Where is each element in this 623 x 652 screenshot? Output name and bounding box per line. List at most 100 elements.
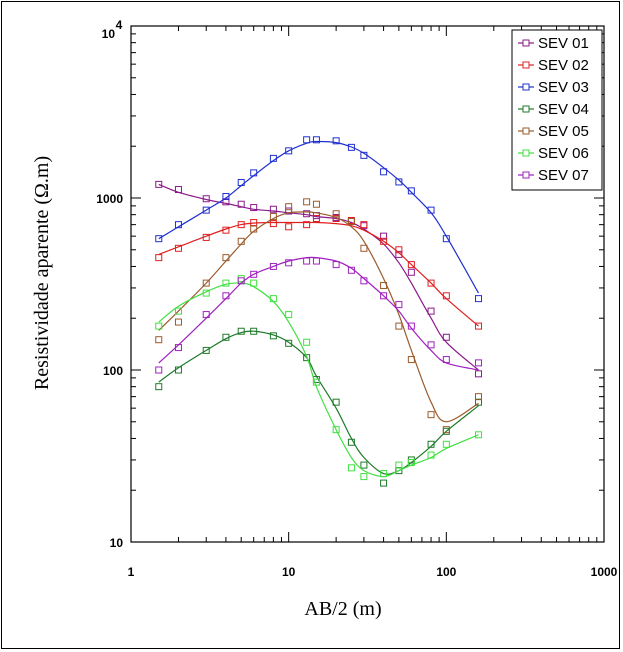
data-point bbox=[202, 289, 210, 297]
data-point bbox=[285, 311, 293, 319]
data-point bbox=[332, 261, 340, 269]
data-point bbox=[395, 178, 403, 186]
data-point bbox=[155, 235, 163, 243]
data-point bbox=[250, 204, 258, 212]
data-point bbox=[174, 307, 182, 315]
data-point bbox=[475, 370, 483, 378]
data-point bbox=[174, 186, 182, 194]
data-point bbox=[395, 461, 403, 469]
data-point bbox=[380, 232, 388, 240]
data-point bbox=[202, 195, 210, 203]
data-point bbox=[475, 431, 483, 439]
legend-box bbox=[511, 29, 603, 191]
data-point bbox=[303, 210, 311, 218]
series-curve bbox=[158, 330, 479, 475]
data-point bbox=[442, 333, 450, 341]
data-point bbox=[442, 440, 450, 448]
y-tick-label: 100 bbox=[103, 364, 123, 378]
data-point bbox=[174, 221, 182, 229]
data-point bbox=[360, 151, 368, 159]
data-point bbox=[202, 206, 210, 214]
data-point bbox=[174, 366, 182, 374]
axes bbox=[130, 25, 605, 543]
x-axis-title: AB/2 (m) bbox=[304, 598, 381, 620]
data-point bbox=[427, 279, 435, 287]
legend-label: SEV 02 bbox=[538, 57, 589, 74]
data-point bbox=[222, 279, 230, 287]
data-point bbox=[174, 244, 182, 252]
legend-label: SEV 01 bbox=[538, 35, 589, 52]
data-point bbox=[380, 168, 388, 176]
data-point bbox=[360, 244, 368, 252]
data-point bbox=[442, 292, 450, 300]
data-point bbox=[380, 281, 388, 289]
data-point bbox=[237, 277, 245, 285]
series-layer bbox=[155, 136, 483, 487]
data-point bbox=[285, 223, 293, 231]
y-tick-label: 1000 bbox=[96, 192, 123, 206]
data-point bbox=[269, 295, 277, 303]
data-point bbox=[202, 279, 210, 287]
data-point bbox=[395, 246, 403, 254]
data-point bbox=[303, 354, 311, 362]
data-point bbox=[155, 383, 163, 391]
y-tick-label-top: 10 bbox=[102, 27, 116, 41]
series-curve bbox=[158, 221, 479, 327]
data-point bbox=[250, 270, 258, 278]
series-7 bbox=[155, 256, 483, 374]
data-point bbox=[269, 154, 277, 162]
legend-marker bbox=[522, 127, 530, 135]
data-point bbox=[303, 136, 311, 144]
series-curve bbox=[158, 140, 480, 294]
series-curve bbox=[158, 183, 479, 371]
data-point bbox=[237, 221, 245, 229]
data-point bbox=[285, 203, 293, 211]
data-point bbox=[269, 262, 277, 270]
data-point bbox=[155, 254, 163, 262]
data-point bbox=[312, 378, 320, 386]
series-2 bbox=[155, 215, 483, 330]
data-point bbox=[380, 479, 388, 487]
data-point bbox=[222, 254, 230, 262]
data-point bbox=[222, 226, 230, 234]
data-point bbox=[303, 257, 311, 265]
data-point bbox=[407, 322, 415, 330]
data-point bbox=[442, 356, 450, 364]
data-point bbox=[427, 206, 435, 214]
data-point bbox=[427, 451, 435, 459]
data-point bbox=[237, 200, 245, 208]
data-point bbox=[174, 344, 182, 352]
data-point bbox=[202, 346, 210, 354]
data-point bbox=[332, 398, 340, 406]
data-point bbox=[395, 250, 403, 258]
data-point bbox=[285, 259, 293, 267]
series-6 bbox=[155, 275, 483, 481]
data-point bbox=[237, 237, 245, 245]
y-axis-title: Resistividade aparente (Ω.m) bbox=[31, 156, 53, 390]
data-point bbox=[285, 207, 293, 215]
data-point bbox=[360, 461, 368, 469]
data-point bbox=[407, 356, 415, 364]
data-point bbox=[347, 438, 355, 446]
data-point bbox=[395, 301, 403, 309]
data-point bbox=[380, 292, 388, 300]
data-point bbox=[360, 473, 368, 481]
data-point bbox=[360, 277, 368, 285]
data-point bbox=[222, 333, 230, 341]
legend-marker bbox=[522, 171, 530, 179]
data-point bbox=[202, 233, 210, 241]
data-point bbox=[269, 332, 277, 340]
data-point bbox=[269, 205, 277, 213]
data-point bbox=[237, 327, 245, 335]
y-tick-label-top-exp: 4 bbox=[116, 18, 123, 32]
data-point bbox=[312, 257, 320, 265]
data-point bbox=[427, 440, 435, 448]
legend-label: SEV 05 bbox=[538, 123, 589, 140]
data-point bbox=[427, 341, 435, 349]
data-point bbox=[360, 221, 368, 229]
data-point bbox=[303, 198, 311, 206]
data-point bbox=[312, 215, 320, 223]
